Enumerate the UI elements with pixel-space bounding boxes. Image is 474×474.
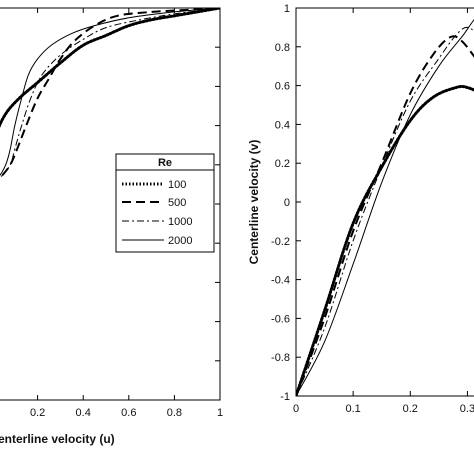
y-tick-label: -0.6: [271, 313, 290, 325]
series-line-1000: [0, 8, 220, 178]
x-tick-label: 0.6: [121, 407, 136, 419]
y-tick-label: 0.8: [275, 42, 290, 54]
right-ticks: 0 0.1 0.2 0.3 -1 -0.8 -0.6 -0.4 -0.2 0 0.2 0.4 0.6 0.…: [271, 3, 474, 415]
legend-title: Re: [158, 157, 172, 169]
x-tick-label: 0.2: [403, 403, 418, 415]
x-tick-label: 0: [293, 403, 299, 415]
left-chart: 00.20.40.60.81 Centerline velocity (u) R…: [0, 7, 223, 446]
series-line-2000: [296, 19, 474, 396]
x-tick-label: 0.1: [345, 403, 360, 415]
y-tick-label: 1: [284, 3, 290, 15]
right-chart: 0 0.1 0.2 0.3 -1 -0.8 -0.6 -0.4 -0.2 0 0.2 0.4 0.6 0.…: [247, 3, 474, 415]
right-y-axis-label: Centerline velocity (v): [247, 140, 261, 265]
series-line-500: [296, 35, 474, 396]
x-tick-label: 1: [217, 407, 223, 419]
left-x-axis-label: Centerline velocity (u): [0, 432, 115, 446]
legend-label-100: 100: [168, 179, 186, 191]
y-tick-label: 0.4: [275, 119, 290, 131]
legend-label-1000: 1000: [168, 216, 192, 228]
series-line-100: [296, 84, 474, 396]
x-tick-label: 0.4: [76, 407, 91, 419]
x-tick-label: 0.2: [30, 407, 45, 419]
y-tick-label: -0.8: [271, 352, 290, 364]
y-tick-label: -1: [280, 391, 290, 403]
y-tick-label: 0.6: [275, 81, 290, 93]
y-tick-label: -0.2: [271, 236, 290, 248]
series-line-100: [0, 8, 220, 129]
legend: Re 100 500 1000 2000: [115, 153, 215, 253]
y-tick-label: 0: [284, 197, 290, 209]
series-line-1000: [296, 26, 474, 396]
right-series-group: [296, 19, 474, 396]
left-ticks: 00.20.40.60.81: [30, 7, 223, 419]
right-plot-frame: [295, 7, 474, 397]
left-series-group: [0, 8, 220, 180]
x-tick-label: 0.3: [460, 403, 474, 415]
x-tick-label: 0.8: [167, 407, 182, 419]
legend-label-2000: 2000: [168, 235, 192, 247]
series-line-2000: [0, 8, 220, 176]
y-tick-label: 0.2: [275, 158, 290, 170]
legend-label-500: 500: [168, 197, 186, 209]
y-tick-label: -0.4: [271, 275, 290, 287]
